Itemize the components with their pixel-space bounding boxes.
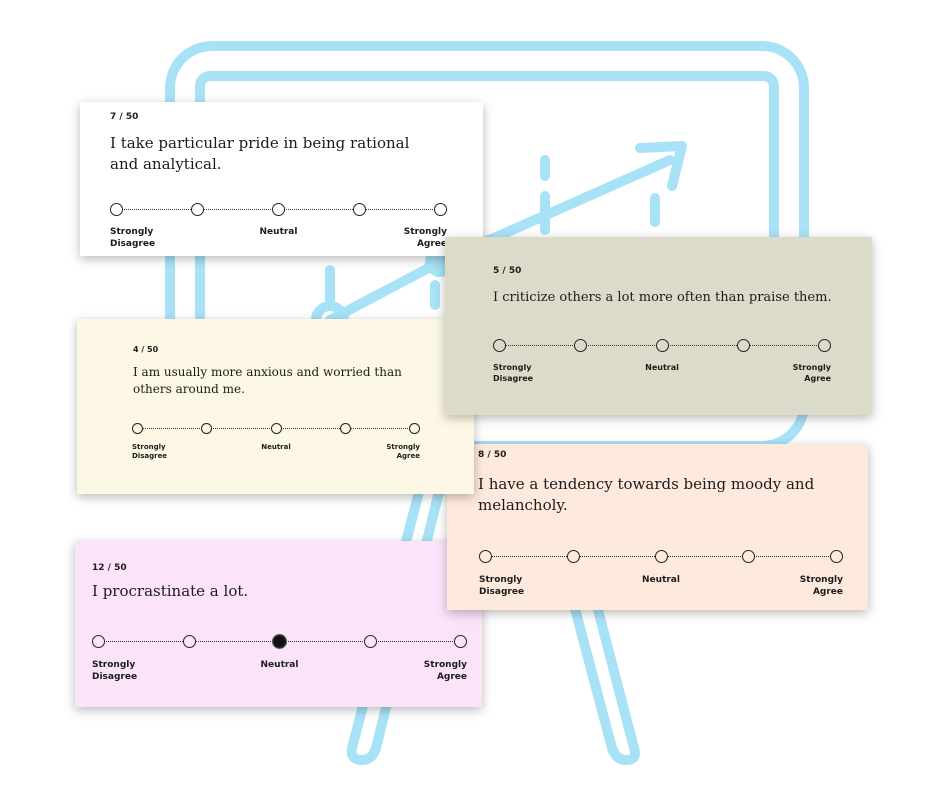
label-neutral: Neutral — [259, 227, 298, 237]
likert-scale — [92, 634, 467, 648]
label-neutral: Neutral — [645, 363, 679, 372]
question-text: I am usually more anxious and worried th… — [133, 365, 402, 396]
question-counter: 12 / 50 — [92, 563, 127, 573]
likert-scale — [493, 338, 831, 352]
question-text: I have a tendency towards being moody an… — [478, 475, 815, 514]
scale-option-4[interactable] — [339, 422, 351, 434]
question-card-cream: 4 / 50 I am usually more anxious and worr… — [77, 319, 474, 494]
label-strongly-disagree: Strongly Disagree — [132, 443, 168, 461]
label-strongly-agree: Strongly Agree — [386, 443, 420, 461]
scale-option-2[interactable] — [191, 202, 204, 216]
scale-option-3[interactable] — [655, 338, 669, 352]
scale-option-3[interactable] — [654, 549, 668, 563]
label-strongly-disagree: Strongly Disagree — [110, 227, 156, 250]
question-counter: 4 / 50 — [133, 345, 159, 354]
scale-option-4[interactable] — [742, 549, 756, 563]
scale-option-1[interactable] — [493, 338, 506, 352]
question-counter: 8 / 50 — [478, 450, 507, 460]
label-strongly-agree: Strongly Agree — [799, 575, 843, 598]
scale-option-5[interactable] — [454, 634, 467, 648]
scale-option-2[interactable] — [566, 549, 580, 563]
label-neutral: Neutral — [261, 443, 291, 451]
label-strongly-disagree: Strongly Disagree — [493, 363, 534, 383]
question-card-gray: 5 / 50 I criticize others a lot more ofte… — [445, 237, 872, 415]
scale-option-3[interactable] — [272, 202, 285, 216]
label-strongly-agree: Strongly Agree — [792, 363, 831, 383]
scale-option-4[interactable] — [363, 634, 377, 648]
scale-option-1[interactable] — [92, 634, 105, 648]
label-neutral: Neutral — [260, 660, 299, 670]
scale-option-2[interactable] — [574, 338, 588, 352]
likert-scale — [132, 422, 420, 434]
scale-option-5[interactable] — [434, 202, 447, 216]
scale-option-2[interactable] — [201, 422, 213, 434]
question-card-pink: 12 / 50 I procrastinate a lot. Strongly Di… — [75, 541, 482, 707]
label-neutral: Neutral — [642, 575, 680, 585]
likert-scale — [479, 549, 843, 563]
label-strongly-agree: Strongly Agree — [423, 660, 467, 683]
scale-option-5[interactable] — [830, 549, 843, 563]
scale-option-1[interactable] — [110, 202, 123, 216]
scale-option-3-selected[interactable] — [273, 634, 286, 648]
label-strongly-agree: Strongly Agree — [403, 227, 447, 250]
scale-option-5[interactable] — [818, 338, 831, 352]
label-strongly-disagree: Strongly Disagree — [92, 660, 138, 683]
scale-option-4[interactable] — [736, 338, 750, 352]
question-card-peach: 8 / 50 I have a tendency towards being mo… — [447, 444, 868, 610]
scale-option-3[interactable] — [270, 422, 282, 434]
question-counter: 5 / 50 — [493, 266, 522, 276]
question-card-white: 7 / 50 I take particular pride in being r… — [80, 102, 483, 256]
label-strongly-disagree: Strongly Disagree — [479, 575, 525, 598]
question-text: I take particular pride in being rationa… — [110, 134, 410, 173]
scale-option-5[interactable] — [409, 422, 420, 434]
question-counter: 7 / 50 — [110, 112, 139, 122]
likert-scale — [110, 202, 447, 216]
question-text: I procrastinate a lot. — [92, 582, 249, 600]
scale-option-1[interactable] — [479, 549, 492, 563]
question-text: I criticize others a lot more often than… — [493, 290, 832, 305]
scale-option-4[interactable] — [353, 202, 366, 216]
scale-option-1[interactable] — [132, 422, 143, 434]
scale-option-2[interactable] — [182, 634, 196, 648]
